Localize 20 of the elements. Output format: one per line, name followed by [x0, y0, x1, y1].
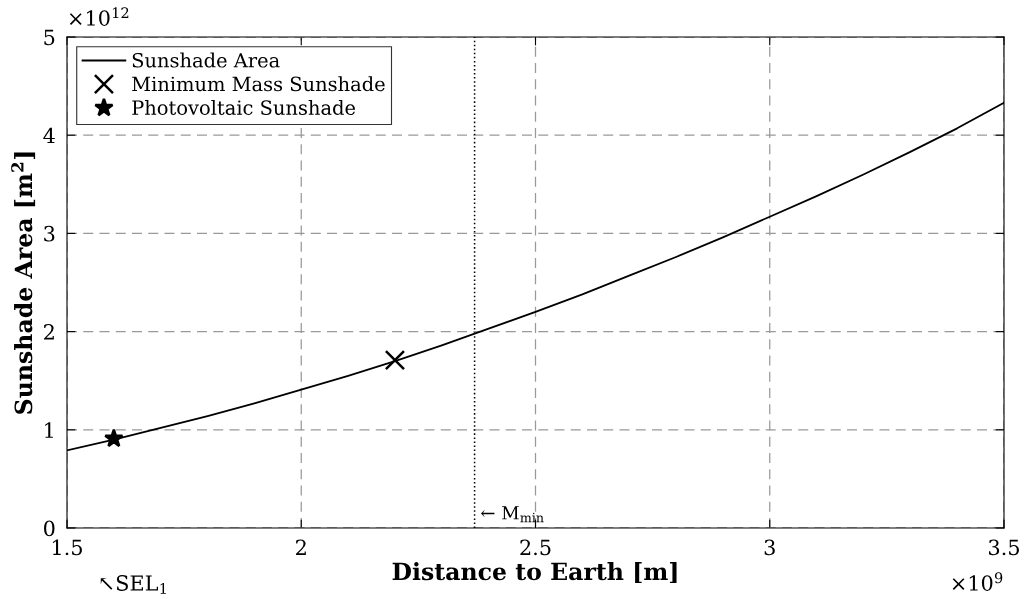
- x-tick-label: 1.5: [52, 539, 82, 556]
- x-tick-label: 2.5: [520, 539, 551, 556]
- text: ×10$^{9}$: [952, 572, 1003, 591]
- y-tick-label: 4: [43, 127, 55, 144]
- legend-label: Sunshade Area: [132, 52, 280, 68]
- x-tick-label: 3.5: [989, 539, 1019, 556]
- y-tick-label: 3: [44, 225, 55, 242]
- legend-label: Minimum Mass Sunshade: [132, 76, 385, 92]
- y-tick-label: 2: [44, 324, 54, 340]
- text: ↖SEL$_{1}$: [100, 575, 166, 594]
- text: ×10$^{12}$: [69, 7, 129, 26]
- y-tick-label: 0: [44, 520, 55, 537]
- y-tick-label: 1: [45, 422, 53, 438]
- x-tick-label: 3: [764, 539, 775, 556]
- y-tick-label: 5: [44, 29, 55, 46]
- legend-label: Photovoltaic Sunshade: [132, 99, 356, 115]
- y-axis-title: Sunshade Area [m$^{2}$]: [11, 152, 36, 414]
- x-axis-title: Distance to Earth [m]: [392, 562, 677, 584]
- x-tick-label: 2: [296, 539, 306, 555]
- ref-line-label: ← M$_{min}$: [481, 506, 544, 523]
